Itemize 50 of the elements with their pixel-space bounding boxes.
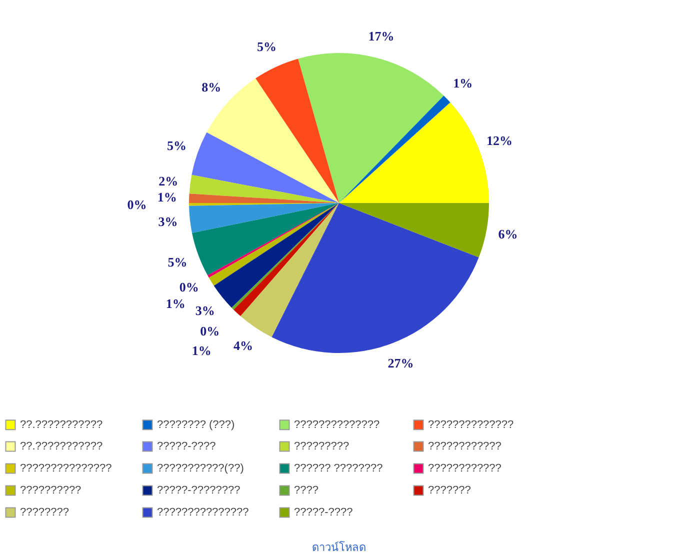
pie-slice <box>255 58 339 203</box>
pie-slice <box>298 53 444 203</box>
pie-slice <box>189 174 339 203</box>
pie-slice <box>240 203 339 338</box>
data-label: 4% <box>233 338 253 353</box>
data-label: 17% <box>368 28 394 44</box>
data-label: 3% <box>195 302 215 318</box>
legend-label: ????????? <box>294 440 350 452</box>
pie-slice <box>272 203 479 353</box>
pie-slice <box>339 203 489 258</box>
legend-label: ???????????? <box>428 440 502 452</box>
data-label: 0% <box>127 196 147 212</box>
legend-label: ?????? ???????? <box>294 462 383 474</box>
data-label: 27% <box>388 356 414 371</box>
data-label: 0% <box>179 279 199 294</box>
data-label: 0% <box>200 323 220 338</box>
legend-label: ?????-???? <box>157 440 216 452</box>
pie-slice <box>189 203 339 233</box>
legend-label: ???????? (???) <box>157 418 235 431</box>
data-label: 1% <box>157 190 177 205</box>
pie-slice <box>339 96 450 203</box>
data-label: 1% <box>166 296 186 311</box>
data-label: 12% <box>486 133 513 148</box>
pie-slice <box>214 203 339 308</box>
legend-label: ???????????? <box>428 462 502 474</box>
legend-label: ?????-???? <box>294 506 353 518</box>
legend-label: ?????????????? <box>428 418 514 431</box>
legend-label: ??????????????? <box>20 462 112 474</box>
data-label: 6% <box>498 226 518 242</box>
legend-label: ???????? <box>20 506 69 518</box>
data-label: 5% <box>167 138 187 153</box>
legend-label: ?????-???????? <box>157 484 240 496</box>
legend-label: ???????????(??) <box>157 462 244 474</box>
pie-slice <box>339 102 489 203</box>
data-label: 5% <box>256 38 276 54</box>
data-label: 1% <box>192 343 212 358</box>
legend-label: ?????????? <box>20 484 82 496</box>
data-label: 2% <box>158 173 178 188</box>
legend-label: ??????????????? <box>157 506 249 518</box>
pie-slice <box>192 132 339 203</box>
data-label: 5% <box>168 254 188 270</box>
text: ดาวน์โหลด <box>312 540 366 554</box>
data-label: 1% <box>453 76 473 91</box>
legend-label: ?????????????? <box>294 418 380 431</box>
data-label: 3% <box>158 214 178 229</box>
legend-label: ??.??????????? <box>20 418 103 431</box>
legend-label: ???? <box>294 484 318 496</box>
data-label: 8% <box>202 80 222 95</box>
legend-label: ??.??????????? <box>20 440 103 452</box>
legend-label: ??????? <box>428 484 471 496</box>
